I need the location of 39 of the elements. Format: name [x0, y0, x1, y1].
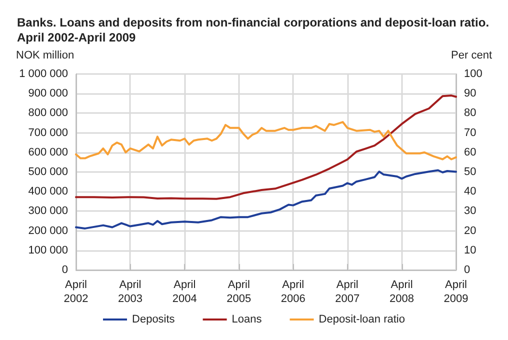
y2-tick-label: 20	[464, 224, 476, 237]
y2-tick-label: 100	[464, 68, 482, 80]
y-tick-label: 700 000	[28, 126, 68, 139]
x-tick-label: April 2003	[118, 279, 142, 305]
y-tick-label: 300 000	[28, 205, 68, 218]
y2-tick-label: 80	[464, 107, 476, 120]
x-tick-label: April 2002	[64, 279, 88, 305]
x-tick-label: April 2009	[444, 279, 468, 305]
y-axis-title: NOK million	[16, 50, 74, 62]
line-series	[75, 94, 457, 200]
y2-tick-label: 70	[464, 126, 476, 139]
y2-tick-label: 50	[464, 166, 476, 178]
legend-label: Deposits	[132, 314, 176, 326]
y-tick-label: 0	[62, 264, 68, 276]
y2-tick-label: 10	[464, 244, 476, 256]
y-tick-label: 900 000	[28, 88, 68, 100]
x-tick-label: April 2006	[280, 279, 306, 305]
y-tick-label: 400 000	[28, 186, 68, 198]
y-tick-label: 800 000	[28, 107, 68, 120]
x-tick-label: April 2004	[172, 279, 197, 305]
legend-label: Deposit-loan ratio	[318, 314, 405, 326]
x-tick-label: April 2005	[226, 279, 252, 305]
y-tick-label: 500 000	[28, 166, 68, 178]
line-series	[75, 169, 457, 230]
y2-axis-title: Per cent	[451, 50, 492, 62]
y-tick-label: 100 000	[28, 244, 68, 256]
chart-title: Banks. Loans and deposits from non-financial corporations and deposit-loan ratio. April 2002-April 2009	[17, 16, 492, 44]
legend-label: Loans	[232, 314, 262, 326]
y2-tick-label: 40	[464, 186, 476, 198]
line-series	[75, 121, 457, 160]
y2-tick-label: 0	[464, 264, 470, 276]
y2-tick-label: 30	[464, 205, 476, 218]
y-tick-label: 1 000 000	[19, 68, 68, 80]
x-tick-label: April 2007	[335, 279, 360, 305]
y-tick-label: 200 000	[28, 224, 68, 237]
y2-tick-label: 90	[464, 88, 476, 100]
x-tick-label: April 2008	[390, 279, 414, 305]
y2-tick-label: 60	[464, 146, 476, 158]
y-tick-label: 600 000	[28, 146, 68, 158]
